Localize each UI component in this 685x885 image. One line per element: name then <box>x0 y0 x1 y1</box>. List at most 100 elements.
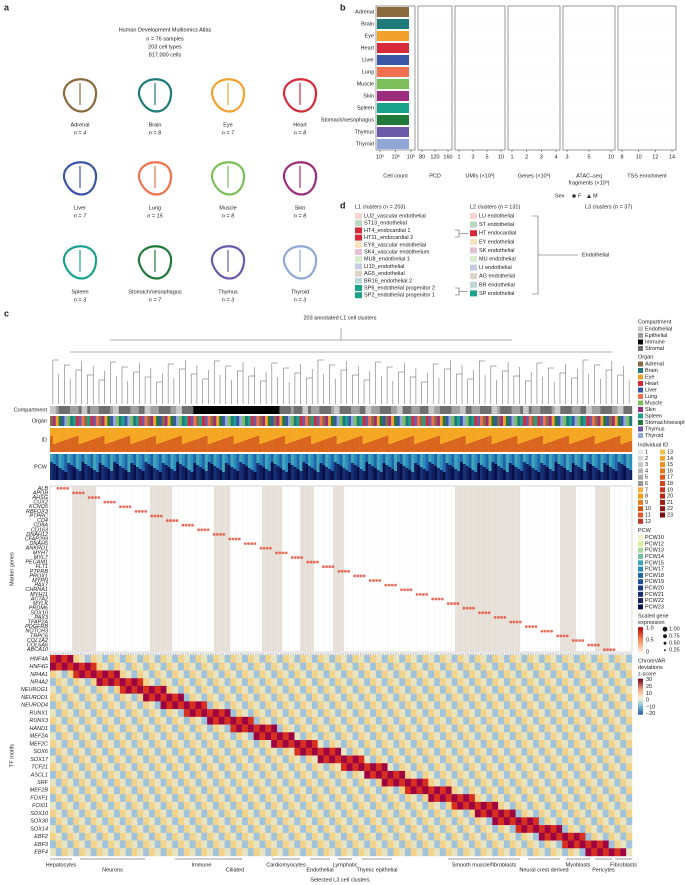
legend-swatch <box>638 598 643 604</box>
tf-cell <box>90 662 97 671</box>
id-cell-a <box>373 428 378 440</box>
tf-cell <box>602 747 609 756</box>
tf-cell <box>515 794 522 803</box>
tf-cell <box>341 740 348 748</box>
tf-cell <box>527 678 534 687</box>
tf-cell <box>183 662 190 671</box>
tf-cell <box>457 817 464 826</box>
tf-cell <box>387 763 394 772</box>
id-cell-b <box>523 442 527 452</box>
compartment-cell <box>577 406 581 414</box>
organ-cell <box>342 416 346 426</box>
compartment-cell <box>170 406 174 414</box>
tf-cell <box>230 848 237 857</box>
dendrogram-title: 203 annotated L1 cell clusters <box>303 315 376 321</box>
compartment-cell <box>290 406 294 414</box>
tf-cell <box>50 662 57 671</box>
tf-cell <box>503 825 510 834</box>
compartment-cell <box>196 406 200 414</box>
tf-cell <box>399 670 406 679</box>
tf-cell <box>399 662 406 671</box>
tf-cell <box>608 724 615 733</box>
tf-cell <box>306 763 313 772</box>
pcw-cell-b <box>253 472 257 480</box>
tf-cell <box>189 778 196 787</box>
organ-cell <box>299 416 303 426</box>
tf-cell <box>602 655 609 663</box>
tf-cell <box>96 770 103 779</box>
pcw-cell-a <box>199 454 203 467</box>
tf-cell <box>591 801 598 810</box>
pcw-cell-b <box>396 462 400 480</box>
l1-swatch <box>355 249 362 255</box>
tf-cell <box>341 655 348 663</box>
tf-cell <box>306 716 313 725</box>
tf-cell <box>218 825 225 834</box>
tf-cell <box>405 848 412 857</box>
tf-cell <box>469 655 476 663</box>
expression-pattern <box>403 588 407 592</box>
tf-cell <box>509 832 516 841</box>
expression-pattern <box>156 514 160 518</box>
compartment-cell <box>557 406 561 414</box>
tf-cell <box>620 778 627 787</box>
tf-cell <box>300 740 307 748</box>
tf-cell <box>474 685 481 694</box>
tf-cell <box>253 832 260 841</box>
tf-cell <box>405 678 412 687</box>
tf-cell <box>183 655 190 663</box>
tf-cell <box>335 848 342 857</box>
tf-cell <box>259 817 266 826</box>
tf-cell <box>282 662 289 671</box>
l1-cluster: HT4_endocardial 1 <box>364 228 410 234</box>
tf-cell <box>224 732 231 741</box>
tf-cell <box>445 670 452 679</box>
tf-cell <box>84 709 91 718</box>
id-cell-a <box>81 428 85 443</box>
tf-cell <box>143 840 150 849</box>
id-cell-a <box>606 428 610 440</box>
tf-cell <box>300 840 307 849</box>
tf-cell <box>230 724 237 733</box>
legend-tick: −10 <box>646 704 655 710</box>
pcw-cell-a <box>290 454 294 465</box>
tf-cell <box>434 670 441 679</box>
tf-cell <box>387 701 394 710</box>
organ-cell <box>379 416 383 426</box>
organ-cell <box>494 416 498 426</box>
id-cell-a <box>517 428 521 444</box>
tf-cell <box>154 724 161 733</box>
tf-cell <box>498 685 505 694</box>
tf-cell <box>381 755 388 764</box>
column-title: Genes (×10³) <box>518 173 551 179</box>
id-cell-a <box>454 428 458 439</box>
annotation-row-label: PCW <box>34 464 48 470</box>
organ-cell <box>55 416 59 426</box>
pcw-cell-a <box>90 454 94 468</box>
marker-gene: ALB <box>37 486 49 492</box>
tf-cell <box>242 662 249 671</box>
organ-cell <box>505 416 509 426</box>
tf-cell <box>236 685 243 694</box>
tf-cell <box>61 685 68 694</box>
compartment-cell <box>319 406 323 414</box>
tf-cell <box>445 662 452 671</box>
tf-cell <box>201 732 208 741</box>
tf-cell <box>410 848 417 857</box>
expression-pattern <box>481 611 485 615</box>
tf-cell <box>189 786 196 795</box>
tf-cell <box>172 778 179 787</box>
tf-cell <box>148 732 155 741</box>
legend-swatch <box>638 487 643 493</box>
tf-cell <box>224 786 231 795</box>
tf-cell <box>451 755 458 764</box>
pcw-cell-b <box>371 466 375 480</box>
tf-cell <box>131 716 138 725</box>
tf-cell <box>597 794 604 803</box>
tf-cell <box>300 670 307 679</box>
tf-cell <box>125 755 132 764</box>
tf-cell <box>463 693 470 702</box>
id-cell-a <box>52 428 56 444</box>
tf-cell <box>422 693 429 702</box>
id-cell-a <box>101 428 105 436</box>
